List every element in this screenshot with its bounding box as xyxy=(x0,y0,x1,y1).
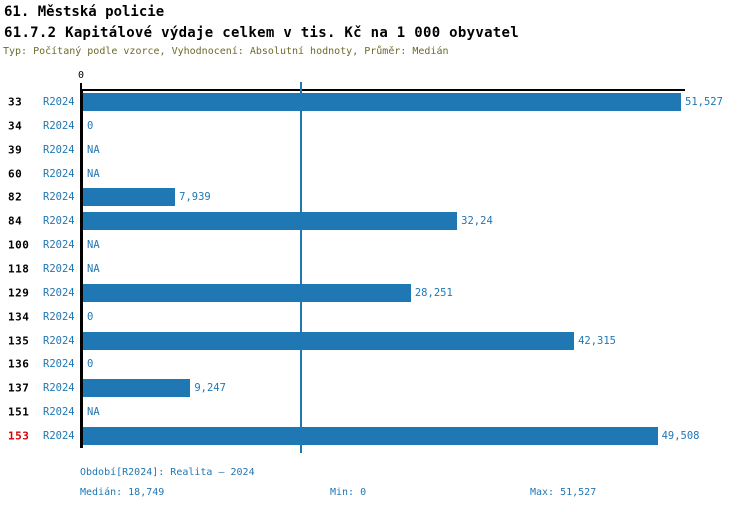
row-series-label: R2024 xyxy=(43,119,75,132)
row-series-label: R2024 xyxy=(43,191,75,204)
chart-row: 136 R2024 0 xyxy=(0,353,750,377)
row-series-label: R2024 xyxy=(43,358,75,371)
value-label: NA xyxy=(87,239,100,252)
row-id-label: 33 xyxy=(8,95,23,109)
row-series-label: R2024 xyxy=(43,167,75,180)
value-label: 0 xyxy=(87,310,94,323)
value-label: 32,24 xyxy=(461,215,493,228)
row-id-label: 100 xyxy=(8,238,30,252)
page-title: 61. Městská policie xyxy=(4,4,165,20)
x-axis-line xyxy=(81,89,685,91)
chart-row: 134 R2024 0 xyxy=(0,305,750,329)
row-series-label: R2024 xyxy=(43,382,75,395)
value-label: 0 xyxy=(87,358,94,371)
row-id-label: 134 xyxy=(8,310,30,324)
chart-row: 34 R2024 0 xyxy=(0,114,750,138)
value-bar xyxy=(83,331,575,350)
value-label: 42,315 xyxy=(578,334,617,347)
row-id-label: 84 xyxy=(8,214,23,228)
chart-row: 129 R2024 28,251 xyxy=(0,281,750,305)
footer-median-stat: Medián: 18,749 xyxy=(80,487,165,498)
y-axis-line xyxy=(80,89,83,448)
row-series-label: R2024 xyxy=(43,143,75,156)
median-line xyxy=(299,82,302,453)
row-id-label: 129 xyxy=(8,286,30,300)
chart-row: 118 R2024 NA xyxy=(0,257,750,281)
row-series-label: R2024 xyxy=(43,263,75,275)
footer-max-stat: Max: 51,527 xyxy=(530,487,597,498)
value-label: NA xyxy=(87,143,100,156)
chart-row: 151 R2024 NA xyxy=(0,400,750,424)
value-bar xyxy=(83,427,658,446)
chart-row: 135 R2024 42,315 xyxy=(0,329,750,353)
value-label: 49,508 xyxy=(661,430,700,443)
value-label: NA xyxy=(87,263,100,275)
row-id-label: 151 xyxy=(8,405,30,419)
row-id-label: 136 xyxy=(8,357,30,371)
row-series-label: R2024 xyxy=(43,406,75,419)
row-id-label: 137 xyxy=(8,381,30,395)
chart-row: 39 R2024 NA xyxy=(0,138,750,162)
chart-meta: Typ: Počítaný podle vzorce, Vyhodnocení:… xyxy=(3,46,449,57)
x-axis-zero-label: 0 xyxy=(77,70,85,81)
chart-row: 60 R2024 NA xyxy=(0,162,750,186)
row-id-label: 153 xyxy=(8,429,30,443)
row-id-label: 118 xyxy=(8,262,30,276)
row-series-label: R2024 xyxy=(43,239,75,252)
row-id-label: 34 xyxy=(8,119,23,133)
value-label: 28,251 xyxy=(414,286,453,299)
value-label: NA xyxy=(87,406,100,419)
row-id-label: 39 xyxy=(8,143,23,157)
footer-period: Období[R2024]: Realita – 2024 xyxy=(80,467,255,478)
footer-min-stat: Min: 0 xyxy=(330,487,367,498)
value-bar xyxy=(83,188,176,207)
row-series-label: R2024 xyxy=(43,430,75,443)
chart-row: 33 R2024 51,527 xyxy=(0,90,750,114)
value-label: NA xyxy=(87,167,100,180)
chart-row: 82 R2024 7,939 xyxy=(0,185,750,209)
chart-row: 153 R2024 49,508 xyxy=(0,424,750,448)
page-subtitle: 61.7.2 Kapitálové výdaje celkem v tis. K… xyxy=(4,25,519,41)
row-id-label: 60 xyxy=(8,167,23,181)
value-bar xyxy=(83,283,411,302)
row-series-label: R2024 xyxy=(43,310,75,323)
row-series-label: R2024 xyxy=(43,286,75,299)
value-bar xyxy=(83,212,458,231)
row-series-label: R2024 xyxy=(43,334,75,347)
row-id-label: 82 xyxy=(8,190,23,204)
row-series-label: R2024 xyxy=(43,215,75,228)
row-series-label: R2024 xyxy=(43,95,75,108)
value-bar xyxy=(83,379,191,398)
value-label: 9,247 xyxy=(194,382,226,395)
chart-row: 84 R2024 32,24 xyxy=(0,209,750,233)
value-label: 7,939 xyxy=(179,191,211,204)
value-bar xyxy=(83,93,681,111)
value-label: 0 xyxy=(87,119,94,132)
value-label: 51,527 xyxy=(685,95,723,108)
x-axis-zero-tick xyxy=(80,83,82,90)
chart-row: 137 R2024 9,247 xyxy=(0,376,750,400)
chart-row: 100 R2024 NA xyxy=(0,233,750,257)
row-id-label: 135 xyxy=(8,334,30,348)
